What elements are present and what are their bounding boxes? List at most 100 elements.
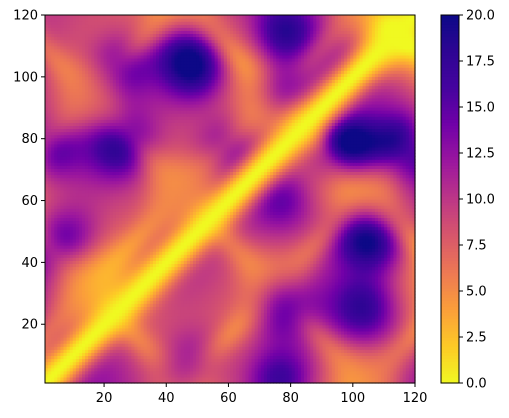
heatmap-cell xyxy=(390,294,395,298)
heatmap-cell xyxy=(97,337,102,341)
heatmap-cell xyxy=(337,272,342,277)
heatmap-cell xyxy=(263,284,268,289)
heatmap-cell xyxy=(177,306,182,310)
heatmap-cell xyxy=(371,269,376,274)
heatmap-cell xyxy=(48,287,52,292)
heatmap-cell xyxy=(48,324,52,329)
heatmap-cell xyxy=(66,340,71,344)
heatmap-cell xyxy=(149,294,154,298)
heatmap-cell xyxy=(63,337,68,341)
heatmap-cell xyxy=(270,287,274,292)
heatmap-cell xyxy=(325,297,330,301)
heatmap-cell xyxy=(75,300,80,304)
heatmap-cell xyxy=(106,355,111,360)
heatmap-cell xyxy=(202,303,206,307)
heatmap-cell xyxy=(60,275,65,280)
heatmap-cell xyxy=(316,340,321,344)
heatmap-cell xyxy=(45,352,49,356)
heatmap-cell xyxy=(134,278,139,283)
heatmap-cell xyxy=(359,275,364,280)
heatmap-cell xyxy=(171,327,176,332)
heatmap-cell xyxy=(396,315,401,320)
heatmap-cell xyxy=(180,263,185,268)
heatmap-cell xyxy=(316,266,321,271)
heatmap-cell xyxy=(45,376,49,381)
heatmap-cell xyxy=(285,367,290,372)
heatmap-cell xyxy=(236,318,240,323)
heatmap-cell xyxy=(115,358,120,363)
heatmap-cell xyxy=(91,321,95,326)
heatmap-cell xyxy=(350,278,354,283)
heatmap-cell xyxy=(347,367,351,372)
heatmap-cell xyxy=(196,352,200,356)
heatmap-cell xyxy=(396,321,401,326)
heatmap-cell xyxy=(353,278,358,283)
heatmap-cell xyxy=(390,327,395,332)
heatmap-cell xyxy=(347,343,351,347)
heatmap-cell xyxy=(267,284,271,289)
heatmap-cell xyxy=(350,330,354,335)
heatmap-cell xyxy=(263,291,268,295)
heatmap-cell xyxy=(257,337,262,341)
heatmap-cell xyxy=(54,306,58,310)
heatmap-cell xyxy=(60,263,65,268)
heatmap-cell xyxy=(285,263,290,268)
heatmap-cell xyxy=(156,269,160,274)
heatmap-cell xyxy=(384,297,388,301)
heatmap-cell xyxy=(300,321,305,326)
heatmap-cell xyxy=(131,333,136,338)
heatmap-cell xyxy=(57,327,62,332)
heatmap-cell xyxy=(94,340,99,344)
heatmap-cell xyxy=(236,275,240,280)
heatmap-cell xyxy=(378,327,382,332)
heatmap-cell xyxy=(276,370,280,375)
heatmap-cell xyxy=(174,324,179,329)
heatmap-cell xyxy=(217,294,222,298)
heatmap-cell xyxy=(396,272,401,277)
heatmap-cell xyxy=(279,330,284,335)
heatmap-cell xyxy=(282,361,287,366)
heatmap-cell xyxy=(217,376,222,381)
heatmap-cell xyxy=(233,349,237,353)
heatmap-cell xyxy=(411,358,416,363)
heatmap-cell xyxy=(162,275,166,280)
heatmap-cell xyxy=(122,291,126,295)
heatmap-cell xyxy=(217,266,222,271)
heatmap-cell xyxy=(165,321,169,326)
heatmap-cell xyxy=(297,376,302,381)
heatmap-cell xyxy=(174,300,179,304)
heatmap-cell xyxy=(112,340,117,344)
heatmap-cell xyxy=(248,321,253,326)
heatmap-cell xyxy=(260,358,265,363)
heatmap-cell xyxy=(82,300,86,304)
heatmap-cell xyxy=(347,327,351,332)
heatmap-cell xyxy=(322,257,327,261)
heatmap-cell xyxy=(82,257,86,261)
heatmap-cell xyxy=(353,330,358,335)
heatmap-cell xyxy=(239,272,243,277)
heatmap-cell xyxy=(270,306,274,310)
heatmap-cell xyxy=(270,367,274,372)
heatmap-cell xyxy=(316,297,321,301)
heatmap-cell xyxy=(183,324,188,329)
heatmap-cell xyxy=(202,352,206,356)
heatmap-cell xyxy=(91,294,95,298)
heatmap-cell xyxy=(189,343,194,347)
heatmap-cell xyxy=(374,281,379,286)
heatmap-cell xyxy=(122,303,126,307)
heatmap-cell xyxy=(273,333,277,338)
heatmap-cell xyxy=(217,343,222,347)
heatmap-cell xyxy=(137,291,142,295)
heatmap-cell xyxy=(402,333,407,338)
heatmap-cell xyxy=(239,297,243,301)
heatmap-cell xyxy=(353,287,358,292)
heatmap-cell xyxy=(408,364,413,369)
heatmap-cell xyxy=(245,306,250,310)
heatmap-cell xyxy=(137,309,142,314)
heatmap-cell xyxy=(378,333,382,338)
heatmap-cell xyxy=(236,272,240,277)
heatmap-cell xyxy=(205,343,210,347)
heatmap-cell xyxy=(319,303,324,307)
heatmap-cell xyxy=(193,254,197,258)
heatmap-cell xyxy=(316,376,321,381)
